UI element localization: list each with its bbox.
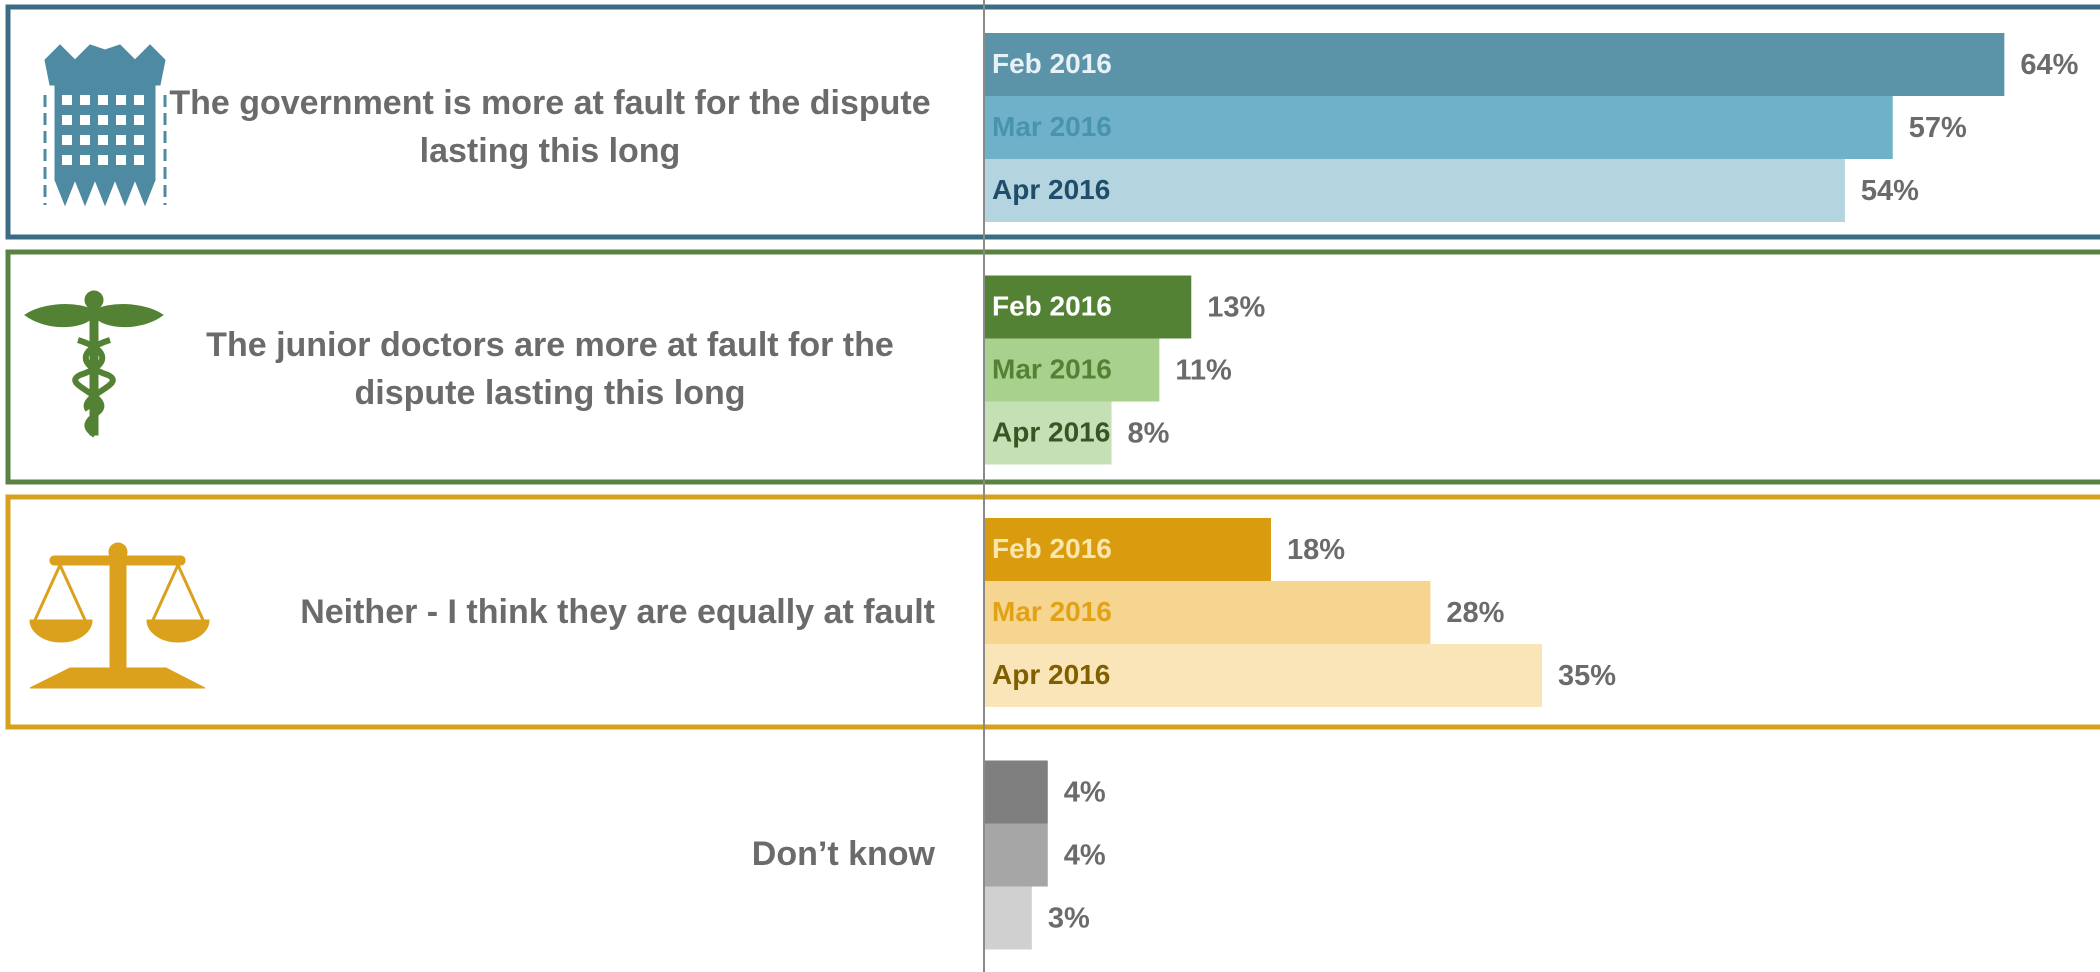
value-label: 57%	[1909, 112, 1967, 144]
group-box	[5, 4, 2100, 240]
bar	[984, 518, 1271, 581]
value-label: 13%	[1207, 292, 1265, 324]
bar	[984, 886, 1032, 950]
value-label: 54%	[1861, 175, 1919, 207]
value-label: 4%	[1064, 777, 1106, 809]
value-label: 8%	[1128, 418, 1170, 450]
caduceus-icon	[24, 290, 164, 438]
bar	[984, 823, 1048, 887]
series-label: Feb 2016	[992, 533, 1112, 564]
category-label-box: Neither - I think they are equally at fa…	[0, 503, 935, 723]
value-label: 64%	[2020, 49, 2078, 81]
category-label: Don’t know	[751, 835, 935, 874]
category-label-box: The junior doctors are more at fault for…	[0, 260, 935, 480]
series-label: Apr 2016	[992, 416, 1110, 447]
group-box	[5, 494, 2100, 730]
scales-icon	[29, 542, 210, 689]
series-label: Mar 2016	[992, 353, 1112, 384]
category-label: The junior doctors are more at fault for…	[206, 326, 894, 412]
series-label: Feb 2016	[992, 48, 1112, 79]
series-label: Apr 2016	[992, 174, 1110, 205]
series-label: Feb 2016	[992, 290, 1112, 321]
category-label-box: Don’t know	[0, 745, 935, 965]
value-label: 11%	[1175, 355, 1232, 387]
series-label: Apr 2016	[992, 659, 1110, 690]
bar	[984, 760, 1048, 824]
portcullis-icon	[43, 44, 167, 207]
bar	[984, 33, 2005, 96]
category-label-box: The government is more at fault for the …	[0, 18, 935, 238]
bar	[984, 159, 1845, 222]
series-label: Mar 2016	[992, 596, 1112, 627]
bar	[984, 644, 1542, 707]
bar	[984, 581, 1431, 644]
value-label: 28%	[1446, 597, 1504, 629]
group-box	[5, 249, 2100, 485]
series-label: Mar 2016	[992, 111, 1112, 142]
bar	[984, 338, 1160, 402]
category-label: The government is more at fault for the …	[169, 83, 931, 170]
value-label: 18%	[1287, 534, 1345, 566]
value-label: 3%	[1048, 903, 1090, 935]
bar	[984, 275, 1192, 339]
category-label: Neither - I think they are equally at fa…	[300, 592, 935, 631]
value-label: 4%	[1064, 840, 1106, 872]
bar	[984, 401, 1112, 465]
value-label: 35%	[1558, 660, 1616, 692]
bar	[984, 96, 1893, 159]
